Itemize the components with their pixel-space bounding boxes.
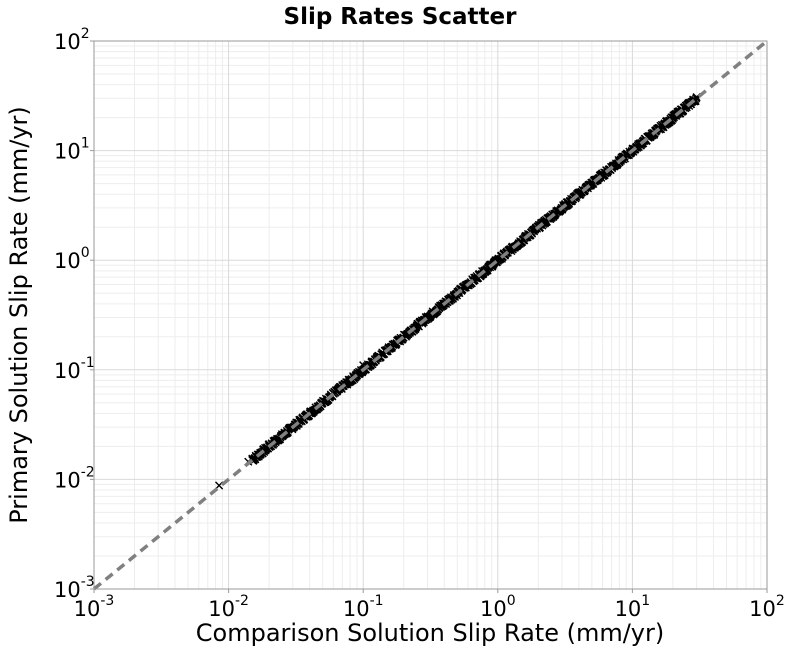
grid-minor (94, 41, 767, 589)
y-axis-label: Primary Solution Slip Rate (mm/yr) (5, 106, 33, 524)
chart-title: Slip Rates Scatter (284, 4, 518, 30)
x-tick-label: 100 (480, 593, 516, 621)
x-tick-label: 10-1 (343, 593, 384, 621)
y-tick-label: 102 (54, 26, 90, 54)
y-tick-label: 100 (54, 245, 90, 273)
plot-frame (93, 40, 768, 590)
x-tick-label: 10-3 (74, 593, 115, 621)
x-tick-label: 102 (749, 593, 785, 621)
y-tick-label: 10-3 (54, 574, 95, 602)
reference-diagonal-line (92, 39, 769, 591)
x-axis-ticks: 10-3 10-2 10-1 100 101 102 (74, 589, 785, 621)
x-tick-label: 10-2 (208, 593, 249, 621)
x-axis-label: Comparison Solution Slip Rate (mm/yr) (196, 619, 664, 647)
y-tick-label: 10-1 (54, 355, 95, 383)
x-tick-label: 101 (615, 593, 651, 621)
y-tick-label: 10-2 (54, 464, 95, 492)
y-axis-ticks: 10-3 10-2 10-1 100 101 102 (54, 26, 95, 602)
y-tick-label: 101 (54, 136, 90, 164)
